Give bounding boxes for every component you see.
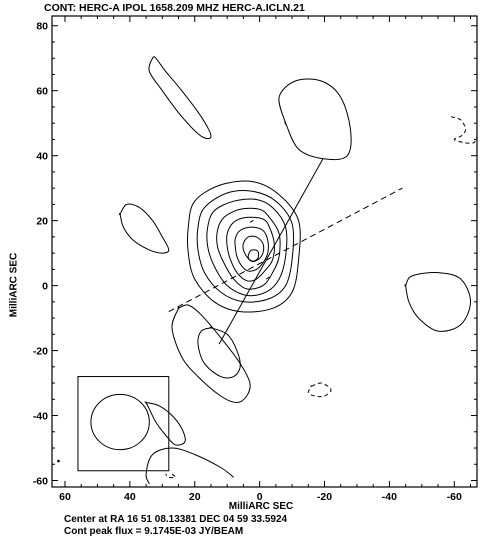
plot-frame [51,15,478,488]
y-tick-label: 40 [36,151,48,163]
source-contour [206,198,288,297]
outer-contour [197,326,241,379]
negative-contour [450,116,478,144]
x-tick-label: 60 [59,491,71,503]
x-tick-label: -60 [447,491,462,503]
center-coordinates: Center at RA 16 51 08.13381 DEC 04 59 33… [64,514,288,525]
stray-point [57,459,60,463]
beam-ellipse [90,393,150,451]
chart-title: CONT: HERC-A IPOL 1658.209 MHZ HERC-A.IC… [44,2,305,14]
source-contour [242,235,265,262]
negative-contour [249,218,257,223]
negative-contour [307,382,332,398]
source-contour [226,216,275,282]
outer-contour [145,447,235,484]
y-tick-label: 80 [36,21,48,33]
outer-contour [118,203,170,254]
negative-contour [165,473,176,479]
dashed-axis-line [168,187,403,313]
source-contour [186,180,301,313]
x-tick-label: -20 [317,491,332,503]
outer-contour [404,272,472,332]
source-contour [234,226,269,272]
outer-contour [171,304,251,404]
contour-lines [57,56,478,484]
x-tick-label: 40 [124,491,136,503]
outer-contour [278,78,352,161]
y-tick-label: -20 [33,346,48,358]
y-tick-label: -40 [33,411,48,423]
jet-axis-line [218,158,324,345]
source-contour [216,207,281,290]
y-tick-label: 20 [36,216,48,228]
source-contour [196,190,295,303]
x-axis-label: MilliARC SEC [228,501,294,512]
x-tick-label: 0 [257,491,263,503]
x-tick-label: 20 [189,491,201,503]
y-tick-label: -60 [33,476,48,488]
outer-contour [148,56,212,140]
source-contour [247,249,260,262]
outer-contour [144,401,186,446]
y-tick-label: 60 [36,86,48,98]
peak-flux: Cont peak flux = 9.1745E-03 JY/BEAM [64,526,244,537]
y-axis-label: MilliARC SEC [8,252,20,318]
y-tick-label: 0 [42,281,48,293]
beam-box [77,376,170,472]
axis-ticks: 60 40 20 0 -20 -40 -60 80 60 40 20 0 -20 -40 -60 [33,16,477,503]
x-tick-label: -40 [382,491,397,503]
negative-contour [265,275,272,280]
